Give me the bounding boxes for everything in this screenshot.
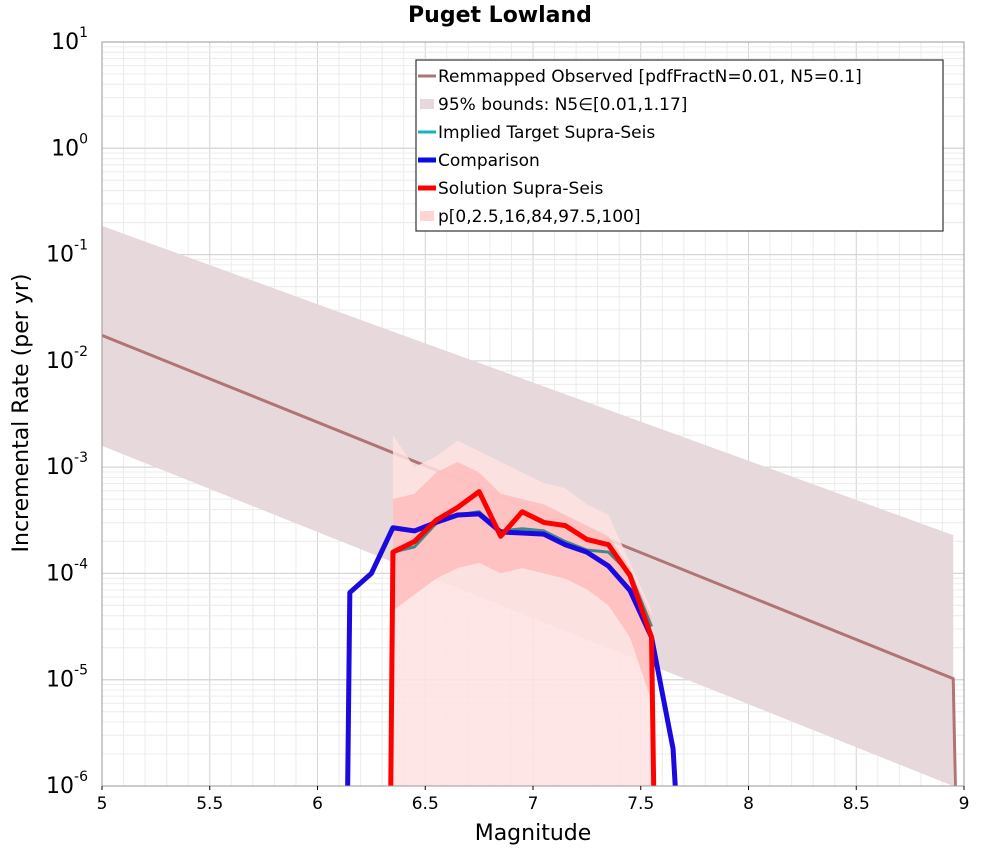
legend-swatch (420, 99, 434, 109)
legend-label: Solution Supra-Seis (438, 179, 604, 199)
x-tick-label: 6.5 (412, 794, 439, 814)
y-tick-label: 10-4 (46, 556, 88, 586)
x-ticks: 5 5.5 6 6.5 7 7.5 8 8.5 9 (97, 786, 970, 814)
x-tick-label: 5 (97, 794, 108, 814)
y-axis-label: Incremental Rate (per yr) (9, 274, 34, 553)
legend-label: Remmapped Observed [pdfFractN=0.01, N5=0… (438, 67, 862, 87)
y-ticks: 101 100 10-1 10-2 10-3 10-4 10-5 10-6 (46, 25, 88, 799)
series-band-3 (392, 461, 652, 701)
y-tick-label: 10-1 (46, 238, 88, 268)
y-tick-label: 10-6 (46, 769, 88, 799)
x-tick-label: 7.5 (627, 794, 654, 814)
series-layer (101, 225, 957, 787)
x-axis-label: Magnitude (475, 821, 592, 846)
legend-label: Implied Target Supra-Seis (438, 123, 655, 143)
x-tick-label: 7 (528, 794, 539, 814)
legend-swatch (420, 211, 434, 221)
y-tick-label: 10-5 (46, 663, 88, 693)
legend-label: 95% bounds: N5∈[0.01,1.17] (438, 95, 687, 115)
x-tick-label: 8.5 (843, 794, 870, 814)
chart-title: Puget Lowland (408, 3, 592, 28)
x-tick-label: 6 (312, 794, 323, 814)
legend-box (415, 59, 944, 232)
series-line-5 (345, 511, 678, 787)
y-tick-label: 10-3 (46, 450, 88, 480)
x-tick-label: 8 (743, 794, 754, 814)
series-line-6 (388, 489, 657, 787)
legend: Remmapped Observed [pdfFractN=0.01, N5=0… (415, 59, 944, 232)
x-tick-label: 9 (959, 794, 970, 814)
y-tick-label: 101 (51, 25, 88, 55)
series-line-1 (101, 333, 957, 787)
x-tick-label: 5.5 (196, 794, 223, 814)
y-tick-label: 100 (51, 131, 88, 161)
y-tick-label: 10-2 (46, 344, 88, 374)
legend-label: Comparison (438, 151, 540, 171)
legend-label: p[0,2.5,16,84,97.5,100] (438, 207, 641, 227)
